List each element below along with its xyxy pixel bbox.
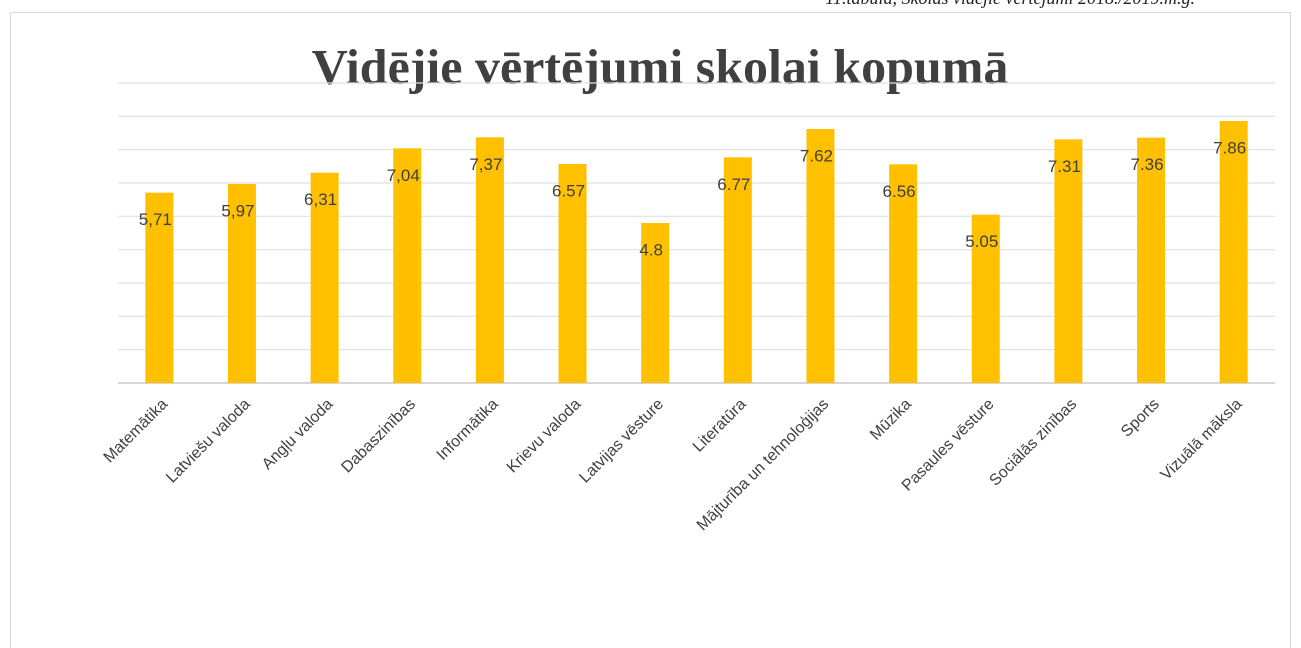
bar — [1219, 121, 1248, 383]
value-label: 7,37 — [469, 155, 502, 174]
x-tick-label: Latviešu valoda — [163, 396, 254, 487]
x-tick-label: Latvijas vēsture — [576, 396, 667, 487]
x-tick-label: Vizuālā māksla — [1158, 396, 1246, 484]
value-label: 5,71 — [139, 210, 172, 229]
value-label: 4.8 — [639, 240, 663, 259]
value-label: 5,97 — [221, 201, 254, 220]
bar — [641, 223, 670, 383]
value-label: 7.31 — [1048, 157, 1081, 176]
x-tick-label: Mājturība un tehnoloģijas — [693, 395, 832, 534]
bar — [558, 164, 587, 383]
x-tick-label: Krievu valoda — [504, 396, 585, 477]
bar — [1137, 137, 1166, 383]
value-label: 7.86 — [1213, 138, 1246, 157]
x-tick-label: Dabaszinības — [338, 396, 419, 477]
bar — [889, 164, 918, 383]
value-label: 7.36 — [1130, 155, 1163, 174]
x-tick-label: Sports — [1118, 396, 1163, 441]
bar — [310, 172, 339, 383]
value-label: 5.05 — [965, 232, 998, 251]
value-label: 7.62 — [800, 146, 833, 165]
value-label: 6.57 — [552, 181, 585, 200]
x-tick-label: Informātika — [434, 396, 502, 464]
bar — [475, 137, 504, 383]
value-label: 6.77 — [717, 175, 750, 194]
bar — [971, 214, 1000, 383]
value-label: 6,31 — [304, 190, 337, 209]
value-label: 7,04 — [387, 166, 420, 185]
value-label: 6.56 — [883, 182, 916, 201]
x-tick-label: Matemātika — [101, 396, 172, 467]
bar — [1054, 139, 1083, 383]
chart-border — [10, 12, 1291, 648]
x-tick-label: Literatūra — [690, 396, 750, 456]
bar — [227, 184, 256, 383]
caption: 11.tabula, Skolas vidējie vērtējumi 2018… — [825, 0, 1195, 8]
chart-title: Vidējie vērtējumi skolai kopumā — [312, 38, 1009, 94]
x-tick-label: Mūzika — [867, 396, 915, 444]
bar — [393, 148, 422, 383]
bar — [806, 129, 835, 383]
bar — [145, 192, 174, 383]
bar — [723, 157, 752, 383]
x-tick-label: Sociālās zinības — [986, 396, 1080, 490]
x-tick-label: Angļu valoda — [259, 396, 337, 474]
x-tick-label: Pasaules vēsture — [899, 396, 998, 495]
